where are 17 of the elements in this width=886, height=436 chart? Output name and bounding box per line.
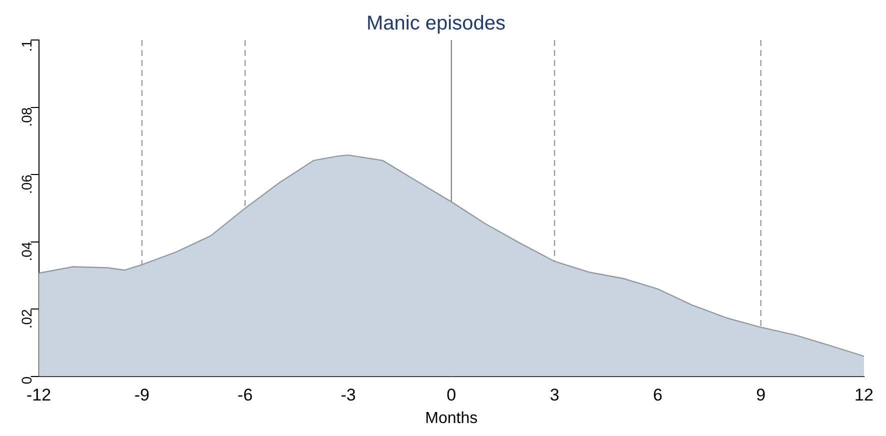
y-tick-label: .02 [18,308,35,329]
x-tick-label: -12 [26,385,52,404]
chart-title: Manic episodes [366,12,506,35]
x-axis-title: Months [425,410,478,427]
x-tick-label: 12 [854,385,874,404]
x-tick-label: 0 [446,385,456,404]
x-tick-label: 6 [652,385,662,404]
x-tick-label: -6 [238,385,253,404]
y-tick-label: .08 [18,107,35,127]
y-tick-label: 0 [18,376,35,384]
y-tick-label: .06 [18,174,35,194]
y-tick-label: .04 [18,242,35,262]
x-tick-label: -3 [340,385,356,404]
x-tick-label: 3 [550,385,560,404]
x-tick-label: 9 [756,385,766,404]
x-tick-label: -9 [134,385,150,404]
y-tick-label: .1 [18,40,35,52]
